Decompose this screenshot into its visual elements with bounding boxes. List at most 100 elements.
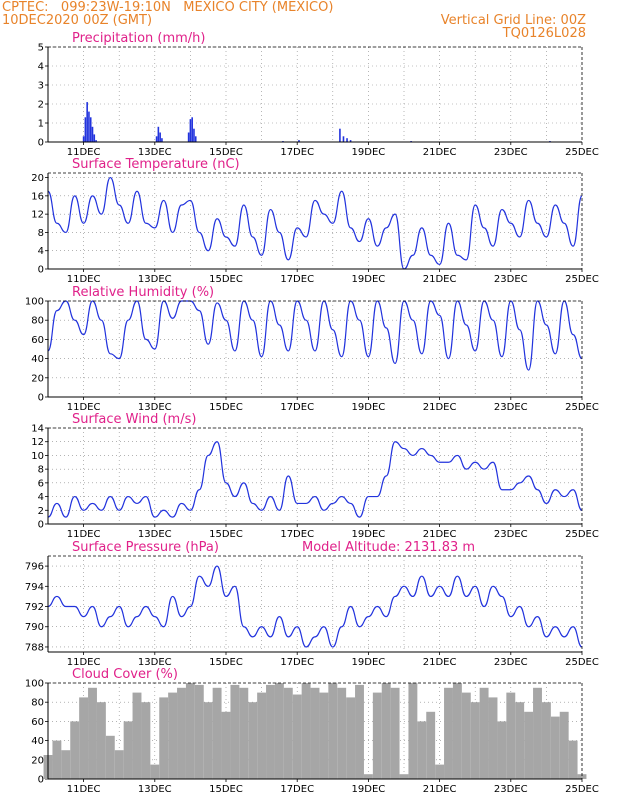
cloud-bar [461, 692, 471, 779]
wind-xtick-label: 15DEC [209, 529, 243, 540]
rh-title: Relative Humidity (%) [72, 285, 214, 300]
wind-ytick-label: 14 [31, 424, 44, 435]
temp-ytick-label: 0 [38, 265, 44, 276]
cloud-bar [310, 687, 320, 779]
cloud-ytick-label: 80 [31, 698, 44, 709]
rh-xtick-label: 11DEC [67, 402, 101, 413]
cloud-bar [372, 692, 382, 779]
rh-xtick-label: 15DEC [209, 402, 243, 413]
pressure-ytick-label: 788 [25, 642, 44, 653]
rh-xtick-label: 23DEC [494, 402, 528, 413]
cloud-bar [79, 697, 89, 779]
rh-xtick-label: 25DEC [565, 402, 599, 413]
temp-xtick-label: 21DEC [423, 274, 457, 285]
cloud-ytick-label: 20 [31, 755, 44, 766]
temp-xtick-label: 19DEC [352, 274, 386, 285]
precip-bar [193, 128, 195, 142]
cloud-bar [132, 692, 142, 779]
cloud-bar [88, 687, 97, 779]
pressure-xtick-label: 11DEC [67, 657, 101, 668]
cloud-bar [283, 687, 293, 779]
precip-ytick-label: 0 [38, 138, 44, 149]
rh-xtick-label: 21DEC [423, 402, 457, 413]
precip-bar [194, 136, 197, 142]
cloud-bar [479, 687, 489, 779]
temp-ytick-label: 20 [31, 173, 44, 184]
temp-xtick-label: 17DEC [280, 274, 314, 285]
temp-xtick-label: 13DEC [138, 274, 172, 285]
cloud-bar [141, 702, 151, 779]
wind-ytick-label: 8 [38, 465, 44, 476]
pressure-xtick-label: 25DEC [565, 657, 599, 668]
cloud-bar [194, 684, 204, 779]
cloud-bar [159, 697, 169, 779]
pressure-xtick-label: 15DEC [209, 657, 243, 668]
cloud-bar [177, 687, 186, 779]
precip-bar [93, 134, 96, 142]
cloud-bar [150, 764, 160, 779]
cloud-ytick-label: 100 [25, 679, 44, 690]
wind-ytick-label: 0 [38, 520, 44, 531]
rh-ytick-label: 80 [31, 316, 44, 327]
temp-series-line [47, 176, 583, 270]
precip-bar [89, 117, 92, 142]
precip-xtick-label: 15DEC [209, 147, 243, 158]
wind-xtick-label: 21DEC [423, 529, 457, 540]
header-grid-note: Vertical Grid Line: 00Z [440, 13, 586, 28]
precip-bar [349, 140, 352, 142]
wind-xtick-label: 13DEC [138, 529, 172, 540]
cloud-xtick-label: 19DEC [352, 784, 386, 795]
rh-ytick-label: 40 [31, 354, 44, 365]
precip-xtick-label: 21DEC [423, 147, 457, 158]
precip-bar [159, 132, 161, 142]
temp-title: Surface Temperature (nC) [72, 157, 240, 172]
cloud-bar [319, 692, 329, 779]
temp-xtick-label: 23DEC [494, 274, 528, 285]
precip-bar [82, 136, 85, 142]
cloud-bar [274, 683, 284, 779]
precip-bar [346, 138, 348, 142]
cloud-bar [168, 692, 178, 779]
cloud-xtick-label: 23DEC [494, 784, 528, 795]
cloud-bar [488, 697, 498, 779]
wind-ytick-label: 10 [31, 451, 44, 462]
cloud-bar [452, 683, 462, 779]
precip-bar [88, 111, 90, 142]
temp-xtick-label: 15DEC [209, 274, 243, 285]
cloud-title: Cloud Cover (%) [72, 667, 178, 682]
cloud-bar [577, 774, 587, 779]
cloud-bar [185, 683, 195, 779]
cloud-bar [417, 721, 427, 779]
cloud-xtick-label: 13DEC [138, 784, 172, 795]
cloud-bar [96, 702, 106, 779]
cloud-bar [257, 692, 267, 779]
precip-bar [191, 117, 193, 142]
cloud-bar [52, 740, 62, 779]
cloud-bar [346, 697, 356, 779]
precip-bar [157, 126, 160, 142]
cloud-bar [533, 687, 542, 779]
precip-xtick-label: 17DEC [280, 147, 314, 158]
cloud-bar [381, 683, 391, 779]
wind-xtick-label: 25DEC [565, 529, 599, 540]
cloud-bar [61, 750, 71, 779]
precip-bar [342, 136, 345, 142]
wind-xtick-label: 19DEC [352, 529, 386, 540]
pressure-xtick-label: 19DEC [352, 657, 386, 668]
cloud-ytick-label: 60 [31, 717, 44, 728]
header-code: TQ0126L028 [502, 26, 586, 41]
cloud-xtick-label: 25DEC [565, 784, 599, 795]
temp-ytick-label: 12 [31, 210, 44, 221]
precip-ytick-label: 5 [38, 43, 44, 54]
cloud-ytick-label: 40 [31, 736, 44, 747]
rh-ytick-label: 20 [31, 373, 44, 384]
wind-series-line [47, 441, 583, 518]
wind-xtick-label: 23DEC [494, 529, 528, 540]
cloud-bar [524, 711, 534, 779]
pressure-title: Surface Pressure (hPa) [72, 540, 219, 555]
pressure-ytick-label: 796 [25, 562, 44, 573]
cloud-bar [515, 702, 525, 779]
wind-xtick-label: 17DEC [280, 529, 314, 540]
wind-ytick-label: 2 [38, 506, 44, 517]
cloud-bar [123, 721, 133, 779]
